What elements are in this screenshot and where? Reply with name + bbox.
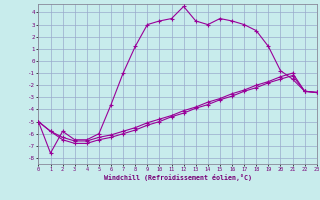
X-axis label: Windchill (Refroidissement éolien,°C): Windchill (Refroidissement éolien,°C) [104, 174, 252, 181]
